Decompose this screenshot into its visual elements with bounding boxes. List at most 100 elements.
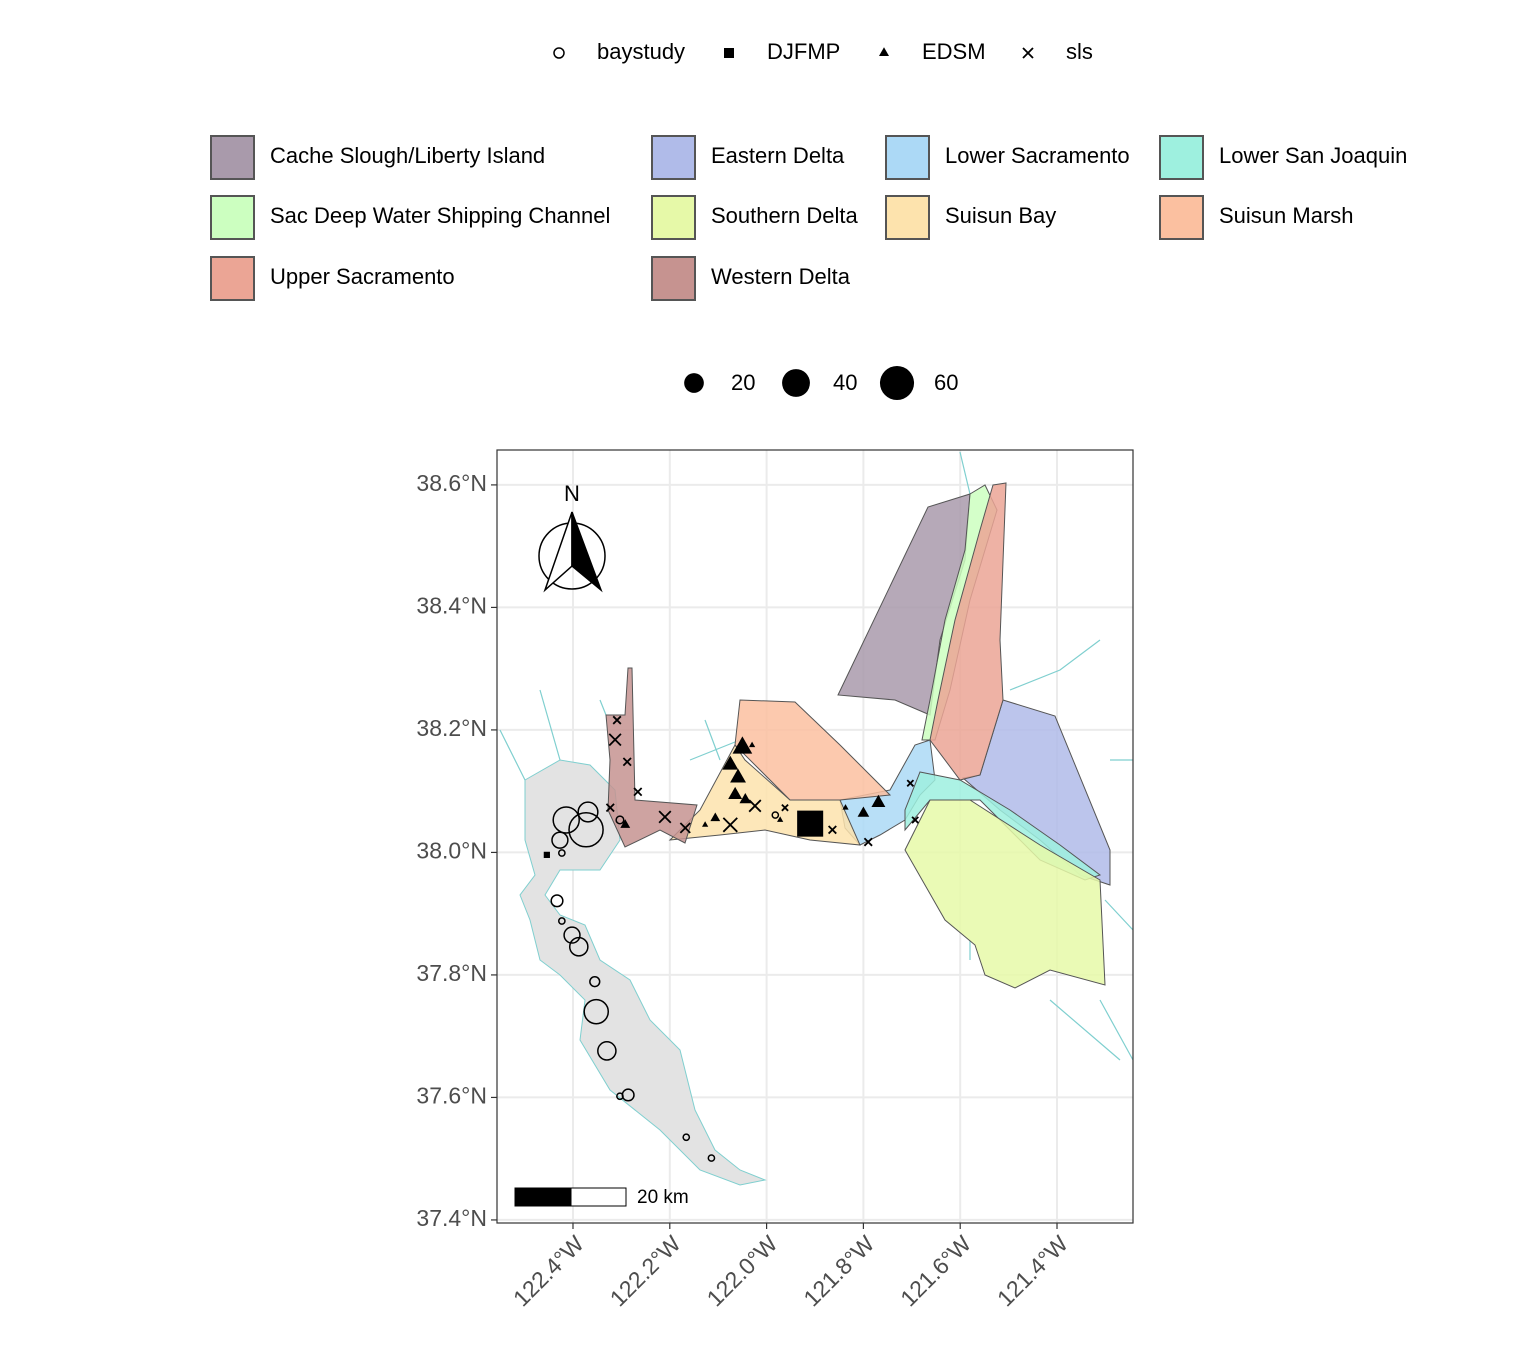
survey-point [748,799,762,813]
survey-point [568,936,589,957]
shape-legend-key [724,48,734,58]
region-area [929,482,1007,781]
survey-point [728,786,743,800]
survey-point [739,793,752,804]
y-tick-label: 37.8°N [416,960,487,986]
y-tick-label: 37.6°N [416,1083,487,1109]
survey-point [622,757,632,767]
region-legend-label: Suisun Bay [945,203,1056,228]
bay-water [519,759,767,1186]
survey-point [722,755,739,770]
y-tick-label: 38.0°N [416,838,487,864]
region-legend-key [210,256,255,301]
size-legend-label: 60 [934,370,958,395]
size-legend-label: 20 [731,370,755,395]
y-tick-label: 37.4°N [416,1205,487,1231]
survey-point [543,851,550,858]
survey-point [842,804,849,810]
shape-legend-label: sls [1066,39,1093,64]
north-arrow: N [538,481,606,593]
survey-point [679,822,691,834]
x-tick-label: 121.8°W [798,1230,879,1311]
survey-point [730,768,746,783]
river-lines [499,451,1134,1061]
survey-point [710,812,721,822]
region-legend-label: Eastern Delta [711,143,845,168]
survey-point [589,975,601,988]
region-legend-key [210,195,255,240]
survey-point [857,806,870,817]
region-legend-label: Upper Sacramento [270,264,455,289]
region-legend-label: Sac Deep Water Shipping Channel [270,203,610,228]
region-area [904,799,1106,989]
survey-point [605,803,615,813]
region-area [605,667,698,848]
survey-point [748,741,756,748]
scale-bar: 20 km [514,1187,689,1208]
scale-bar-white [570,1187,627,1207]
survey-marks [543,715,919,1162]
survey-point [557,917,566,925]
x-tick-label: 122.0°W [701,1230,782,1311]
x-tick-label: 121.4°W [992,1230,1073,1311]
survey-point [827,825,837,835]
region-legend-key [1159,135,1204,180]
region-legend-label: Suisun Marsh [1219,203,1354,228]
survey-point [863,837,873,847]
survey-point [732,736,753,754]
survey-point [551,831,569,849]
y-tick-label: 38.4°N [416,592,487,618]
north-arrow-right [571,511,603,593]
shape-legend-label: baystudy [597,39,685,64]
size-legend-key [684,373,704,393]
survey-point [797,810,824,837]
y-tick-label: 38.6°N [416,470,487,496]
basemap [499,451,1134,1186]
survey-point [658,810,672,824]
scale-bar-black [514,1187,572,1207]
north-label: N [564,481,580,506]
shape-legend-label: DJFMP [767,39,840,64]
legends: baystudy DJFMP EDSM sls Cache Slough/Liberty… [210,39,1407,401]
region-legend-label: Cache Slough/Liberty Island [270,143,545,168]
survey-point [550,894,564,908]
shape-legend-label: EDSM [922,39,986,64]
region-legend-label: Lower San Joaquin [1219,143,1407,168]
region-area [734,699,892,801]
size-legend-key [879,365,915,401]
survey-point [702,821,709,827]
region-legend-label: Western Delta [711,264,851,289]
survey-point [633,787,643,797]
survey-point [682,1133,691,1142]
x-tick-label: 121.6°W [895,1230,976,1311]
region-legend-key [651,135,696,180]
survey-point [612,715,622,725]
y-tick-label: 38.2°N [416,715,487,741]
survey-point [707,1154,716,1162]
survey-point [568,811,604,848]
survey-point [563,926,581,944]
region-legend-key [1159,195,1204,240]
survey-point [871,794,886,807]
survey-point [583,998,610,1025]
region-legend-key [885,195,930,240]
region-legend-label: Lower Sacramento [945,143,1130,168]
scale-bar-label: 20 km [637,1187,689,1208]
shape-legend-key [553,47,565,59]
survey-point [777,816,784,822]
survey-point [911,816,919,824]
survey-point [557,849,566,857]
shape-legend-key [879,47,889,56]
size-legend-label: 40 [833,370,857,395]
survey-point [597,1041,617,1061]
region-legend-key [651,256,696,301]
survey-point [620,819,631,828]
x-tick-label: 122.2°W [605,1230,686,1311]
shape-legend-key [1022,47,1034,59]
survey-point [552,806,580,834]
region-legend-key [885,135,930,180]
survey-point [615,815,625,825]
survey-point [616,1092,624,1101]
